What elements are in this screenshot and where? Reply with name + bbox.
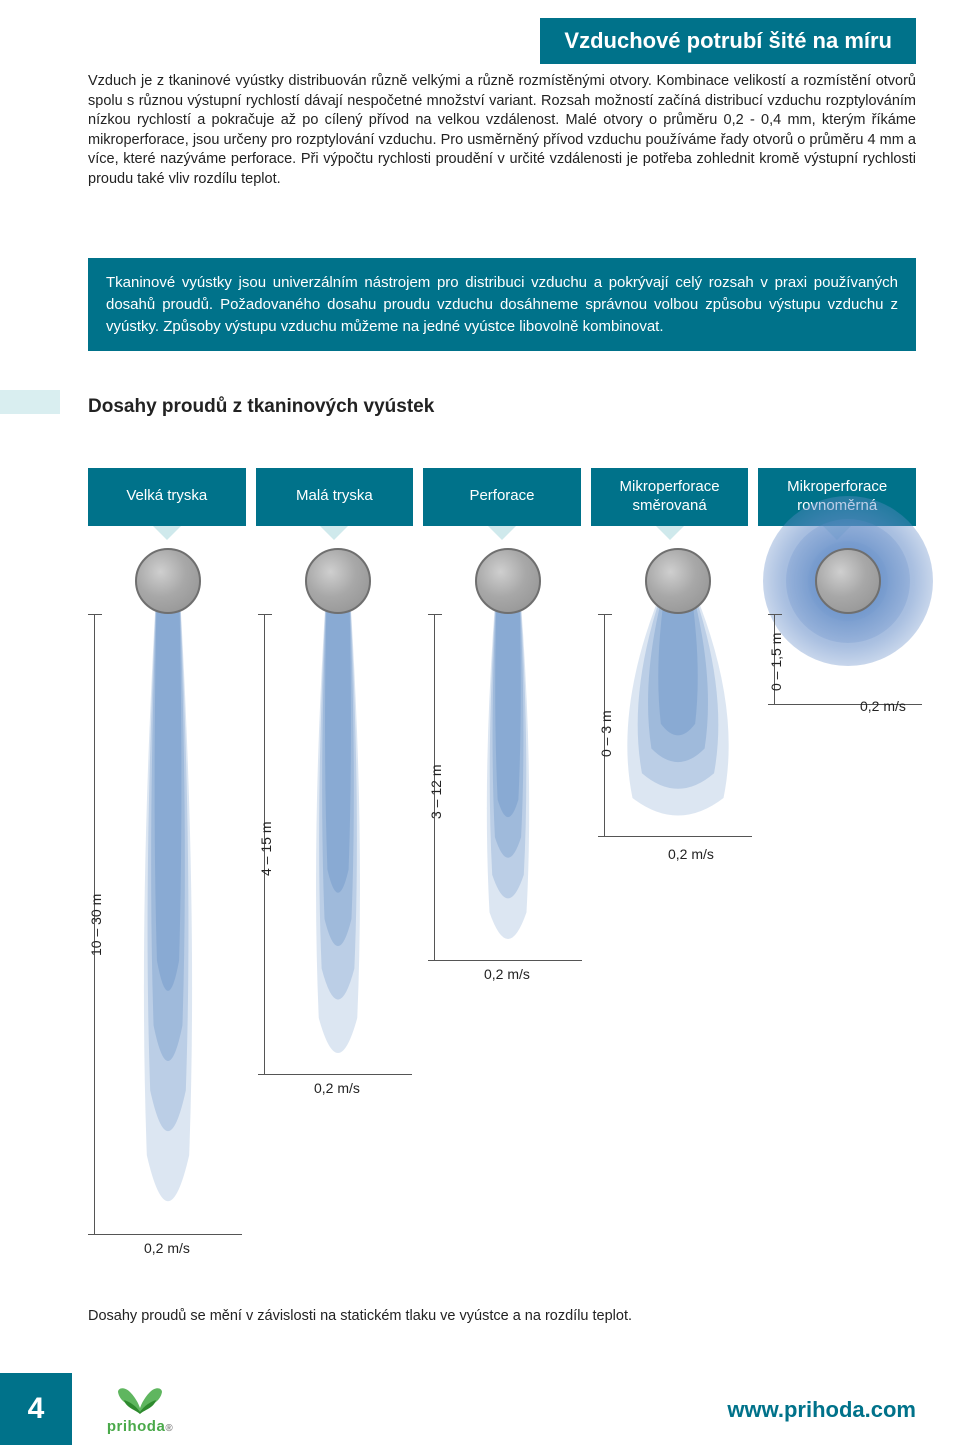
speed-label: 0,2 m/s — [668, 846, 714, 862]
callout-box: Tkaninové vyústky jsou univerzálním nást… — [88, 258, 916, 351]
footer-note: Dosahy proudů se mění v závislosti na st… — [88, 1308, 916, 1324]
speed-label: 0,2 m/s — [314, 1080, 360, 1096]
category-label: Velká tryska — [88, 468, 246, 526]
duct-icon — [135, 548, 201, 614]
brand-name: prihoda® — [100, 1418, 180, 1435]
duct-icon — [645, 548, 711, 614]
page-number: 4 — [0, 1373, 72, 1445]
brand-logo: prihoda® — [100, 1384, 180, 1435]
speed-label: 0,2 m/s — [860, 698, 906, 714]
brand-url: www.prihoda.com — [727, 1397, 916, 1423]
duct-icon — [475, 548, 541, 614]
duct-icon — [815, 548, 881, 614]
range-label: 10 – 30 m — [88, 894, 104, 956]
section-title: Dosahy proudů z tkaninových vyústek — [88, 396, 434, 418]
ground-line — [94, 1234, 242, 1235]
category-label: Malá tryska — [256, 468, 414, 526]
category-label: Mikroperforace směrovaná — [591, 468, 749, 526]
airflow-jet — [288, 578, 388, 1078]
range-label: 0 – 3 m — [598, 710, 614, 757]
intro-paragraph: Vzduch je z tkaninové vyústky distribuov… — [88, 72, 916, 189]
throw-diagram: 10 – 30 m 0,2 m/s 4 – 15 m 0,2 m/s 3 – 12 m 0… — [88, 548, 916, 1268]
duct-icon — [305, 548, 371, 614]
speed-label: 0,2 m/s — [484, 966, 530, 982]
left-edge-tab — [0, 390, 60, 414]
ground-line — [604, 836, 752, 837]
range-label: 3 – 12 m — [428, 765, 444, 819]
airflow-jet — [460, 578, 556, 958]
category-label: Perforace — [423, 468, 581, 526]
airflow-jet — [613, 578, 743, 828]
speed-label: 0,2 m/s — [144, 1240, 190, 1256]
range-label: 4 – 15 m — [258, 822, 274, 876]
butterfly-icon — [114, 1384, 166, 1418]
ground-line — [434, 960, 582, 961]
header-banner: Vzduchové potrubí šité na míru — [540, 18, 916, 64]
airflow-jet — [113, 578, 223, 1234]
range-label: 0 – 1,5 m — [768, 633, 784, 691]
